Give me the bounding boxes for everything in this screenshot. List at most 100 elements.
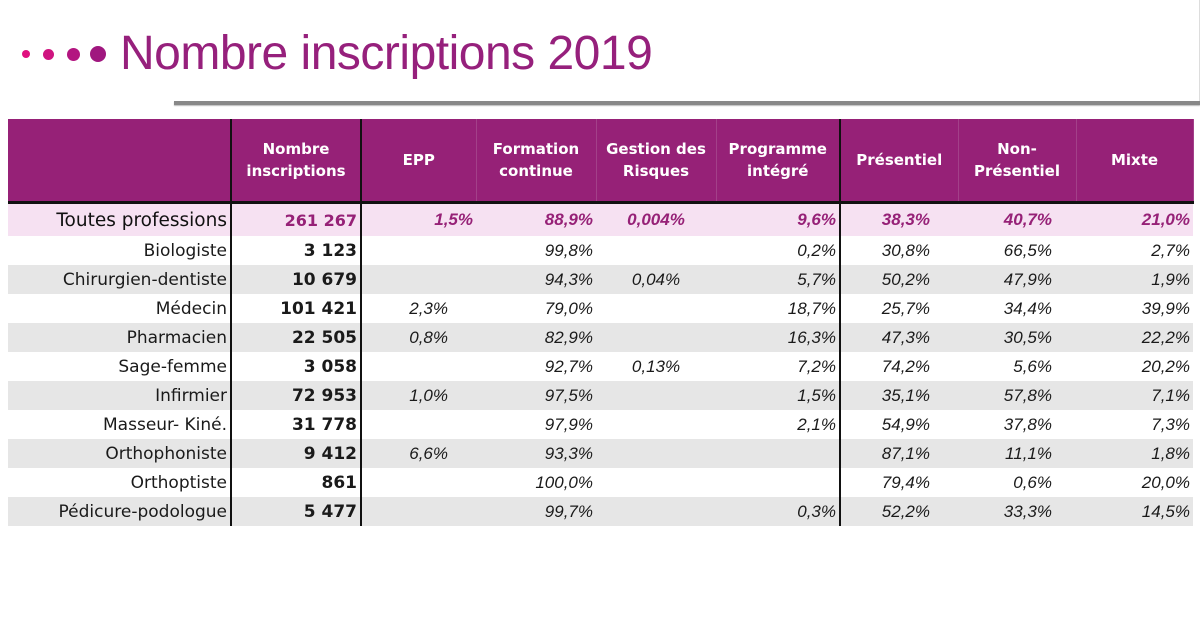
formation-continue-cell: 93,3% [476,439,596,468]
presentiel-cell: 38,3% [840,202,958,236]
non-presentiel-cell: 30,5% [958,323,1076,352]
table-row: Sage-femme 3 058 92,7% 0,13% 7,2% 74,2% 5,6% 20… [8,352,1193,381]
programme-integre-cell: 0,3% [716,497,841,526]
epp-cell [361,468,476,497]
profession-cell: Pédicure-podologue [8,497,232,526]
programme-integre-cell: 7,2% [716,352,841,381]
formation-continue-cell: 82,9% [476,323,596,352]
inscriptions-cell: 9 412 [231,439,362,468]
title-block: Nombre inscriptions 2019 [22,27,653,80]
non-presentiel-cell: 34,4% [1003,298,1052,318]
inscriptions-cell: 261 267 [231,202,362,236]
column-header-profession [8,119,232,204]
header-row: Nombre inscriptions EPP Formation contin… [8,119,1194,204]
mixte-cell: 1,8% [1076,439,1193,468]
presentiel-cell: 87,1% [840,439,958,468]
gestion-risques-cell [596,468,716,497]
mixte-cell: 20,2% [1141,356,1190,376]
table-row: Médecin 101 421 2,3% 79,0% 18,7% 25,7% 34,4% 39… [8,294,1193,323]
page-title: Nombre inscriptions 2019 [120,27,653,80]
table-row: Biologiste 3 123 99,8% 0,2% 30,8% 66,5% 2,7% [8,236,1193,265]
gestion-risques-cell [596,236,716,265]
non-presentiel-cell: 5,6% [1013,356,1052,376]
profession-cell: Médecin [8,294,232,323]
inscriptions-cell: 3 058 [231,352,362,381]
epp-cell [361,410,476,439]
table-row: Pédicure-podologue 5 477 99,7% 0,3% 52,2% 33,… [8,497,1193,526]
formation-continue-cell: 92,7% [544,356,593,376]
presentiel-cell: 79,4% [881,472,930,492]
formation-continue-cell: 97,9% [544,414,593,434]
mixte-cell: 1,9% [1076,265,1193,294]
column-header-formation-continue: Formation continue [476,119,597,204]
epp-cell: 0,8% [361,323,476,352]
column-header-programme-integre: Programme intégré [716,119,841,204]
profession-cell: Infirmier [8,381,232,410]
table-row: Chirurgien-dentiste 10 679 94,3% 0,04% 5,7% 5… [8,265,1193,294]
presentiel-cell: 50,2% [840,265,958,294]
gestion-risques-cell [596,323,716,352]
presentiel-cell: 25,7% [881,298,930,318]
gestion-risques-cell [596,410,716,439]
dot-icon [22,50,30,58]
presentiel-cell: 47,3% [840,323,958,352]
programme-integre-cell [716,439,841,468]
presentiel-cell: 35,1% [840,381,958,410]
formation-continue-cell: 97,5% [476,381,596,410]
inscriptions-table: Nombre inscriptions EPP Formation contin… [8,119,1194,526]
table-row: Orthophoniste 9 412 6,6% 93,3% 87,1% 11,1% 1,8… [8,439,1193,468]
table-row: Orthoptiste 861 100,0% 79,4% 0,6% 20,0% [8,468,1193,497]
epp-cell [361,265,476,294]
inscriptions-cell: 72 953 [231,381,362,410]
gestion-risques-cell [596,439,716,468]
column-header-presentiel: Présentiel [840,119,959,204]
column-header-mixte: Mixte [1076,119,1194,204]
presentiel-cell: 52,2% [840,497,958,526]
inscriptions-cell: 101 421 [231,294,362,323]
profession-cell: Masseur- Kiné. [8,410,232,439]
mixte-cell: 7,3% [1151,414,1190,434]
presentiel-cell: 54,9% [881,414,930,434]
column-header-gestion-risques: Gestion des Risques [596,119,717,204]
non-presentiel-cell: 33,3% [958,497,1076,526]
formation-continue-cell: 79,0% [544,298,593,318]
gestion-risques-cell: 0,13% [631,356,681,376]
epp-cell [361,352,476,381]
epp-cell [361,236,476,265]
programme-integre-cell: 9,6% [716,202,841,236]
programme-integre-cell: 5,7% [716,265,841,294]
profession-cell: Biologiste [8,236,232,265]
programme-integre-cell: 18,7% [716,294,841,323]
programme-integre-cell: 2,1% [716,410,841,439]
inscriptions-cell: 5 477 [231,497,362,526]
presentiel-cell: 74,2% [881,356,930,376]
non-presentiel-cell: 37,8% [1003,414,1052,434]
gestion-risques-cell: 0,004% [596,202,716,236]
column-header-non-presentiel: Non-Présentiel [958,119,1077,204]
gestion-risques-cell [596,497,716,526]
programme-integre-cell: 16,3% [716,323,841,352]
formation-continue-cell: 99,7% [476,497,596,526]
gestion-risques-cell: 0,04% [596,265,716,294]
epp-cell: 6,6% [361,439,476,468]
inscriptions-cell: 31 778 [231,410,362,439]
profession-cell: Chirurgien-dentiste [8,265,232,294]
gestion-risques-cell [596,381,716,410]
non-presentiel-cell: 11,1% [958,439,1076,468]
programme-integre-cell: 1,5% [716,381,841,410]
formation-continue-cell: 99,8% [544,240,593,260]
epp-cell: 1,5% [361,202,476,236]
dot-icon [67,47,80,61]
profession-cell: Pharmacien [8,323,232,352]
inscriptions-cell: 861 [231,468,362,497]
dot-icon [43,48,54,60]
table-row: Pharmacien 22 505 0,8% 82,9% 16,3% 47,3% 30,5%… [8,323,1193,352]
inscriptions-cell: 3 123 [231,236,362,265]
bullet-dots-icon [22,46,106,62]
programme-integre-cell [716,468,841,497]
gestion-risques-cell [596,294,716,323]
mixte-cell: 7,1% [1076,381,1193,410]
formation-continue-cell: 94,3% [476,265,596,294]
mixte-cell: 14,5% [1076,497,1193,526]
mixte-cell: 39,9% [1141,298,1190,318]
